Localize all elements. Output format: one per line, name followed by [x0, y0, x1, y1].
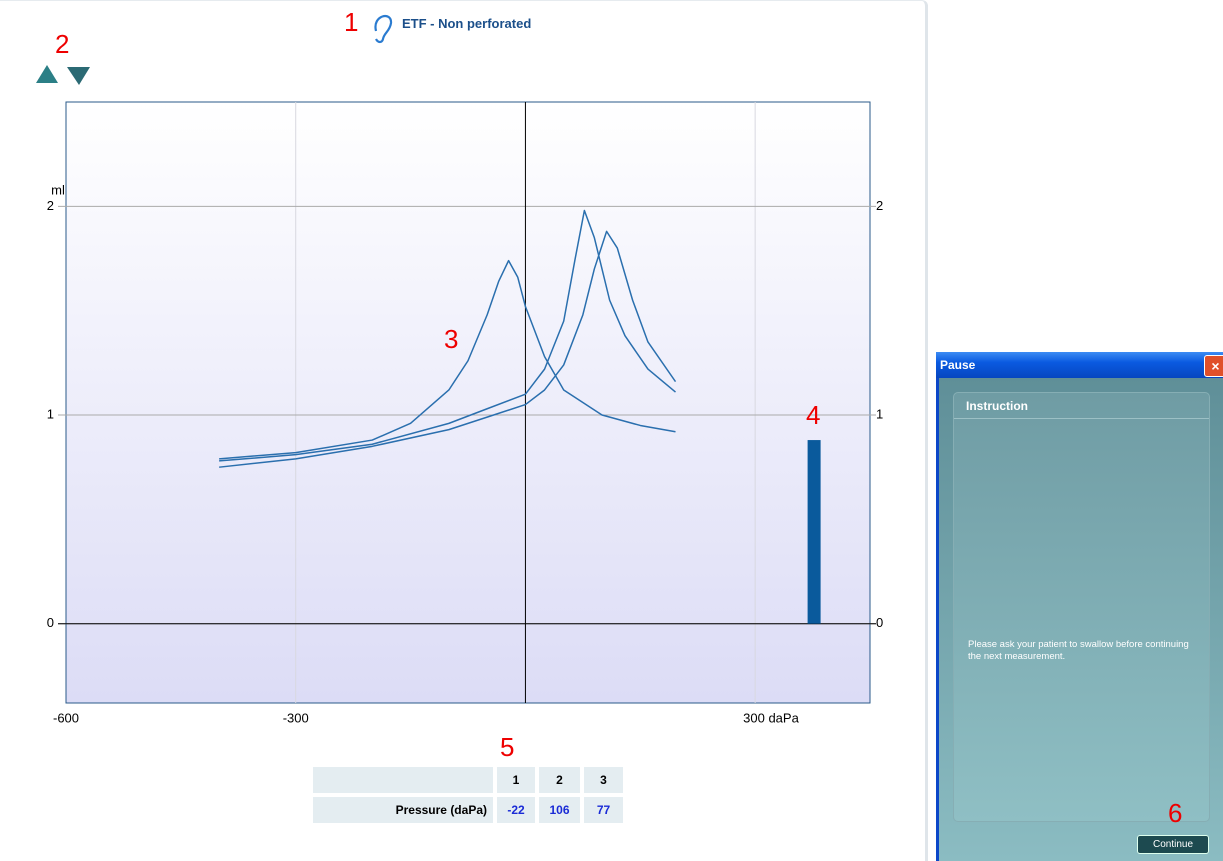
y-tick-label: 0: [47, 615, 54, 630]
table-header: 3: [584, 767, 623, 793]
callout-number: 2: [55, 29, 70, 59]
table-corner: [313, 767, 493, 793]
callout-number: 6: [1168, 798, 1183, 828]
chart-panel: ml -600 -300 300 daPa 0 0 1 1 2 2 ETF - Non perf…: [0, 0, 928, 861]
y-tick-label: 1: [47, 406, 54, 421]
callout-number: 4: [806, 400, 821, 430]
continue-button[interactable]: Continue: [1137, 835, 1209, 854]
callout-number: 1: [344, 7, 359, 37]
table-value: 106: [539, 797, 580, 823]
chart: ml -600 -300 300 daPa 0 0 1 1 2 2: [36, 14, 883, 725]
row-label: Pressure (daPa): [313, 797, 493, 823]
plot-area: [65, 101, 871, 704]
curve: [219, 230, 677, 468]
y2-tick-label: 0: [876, 615, 883, 630]
instruction-text: Please ask your patient to swallow befor…: [968, 639, 1189, 662]
up-arrow[interactable]: [36, 65, 58, 83]
callout-number: 5: [500, 732, 515, 762]
x-tick-label: -300: [283, 710, 309, 725]
y-axis-label: ml: [51, 182, 65, 197]
close-button[interactable]: ×: [1204, 355, 1223, 377]
dialog-title: Pause: [940, 358, 976, 372]
y2-tick-label: 2: [876, 198, 883, 213]
table-header: 2: [539, 767, 580, 793]
dialog-body: Instruction Please ask your patient to s…: [939, 378, 1223, 861]
section-title: Instruction: [954, 393, 1209, 419]
y-tick-label: 2: [47, 198, 54, 213]
curve: [219, 209, 676, 462]
instruction-panel: Instruction Please ask your patient to s…: [953, 392, 1210, 822]
table-value: -22: [497, 797, 535, 823]
table-value: 77: [584, 797, 623, 823]
callout-number: 3: [444, 324, 459, 354]
curve: [219, 259, 676, 460]
results-table: 1 2 3 Pressure (daPa) -22 106 77: [309, 763, 627, 827]
x-tick-label: 300 daPa: [743, 710, 799, 725]
table-header: 1: [497, 767, 535, 793]
test-title: ETF - Non perforated: [402, 16, 532, 31]
pause-dialog: Pause × Instruction Please ask your pati…: [936, 352, 1223, 861]
volume-bar: [807, 440, 821, 624]
x-tick-label: -600: [53, 710, 79, 725]
title-bar: Pause ×: [936, 352, 1223, 378]
ear-icon: [374, 14, 393, 44]
down-arrow[interactable]: [67, 67, 90, 85]
y2-tick-label: 1: [876, 406, 883, 421]
